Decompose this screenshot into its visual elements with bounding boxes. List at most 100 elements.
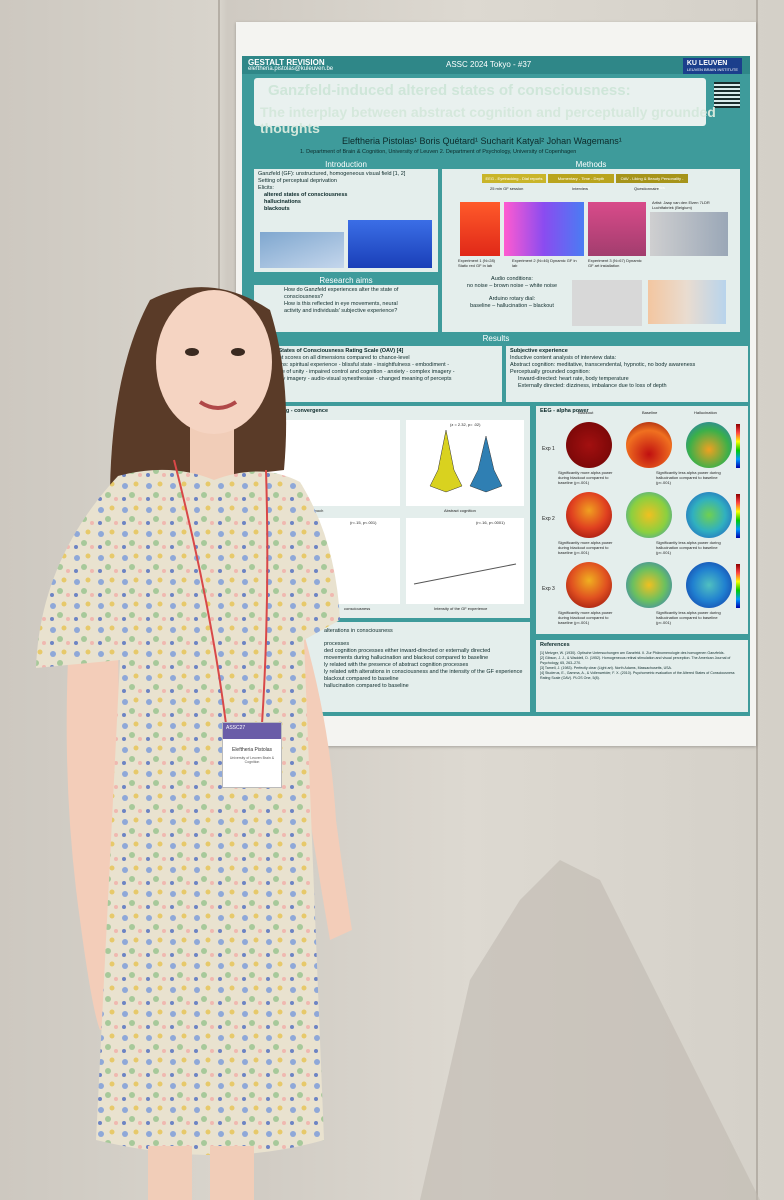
conclusion-line: ly related with alterations in conscious… — [324, 669, 523, 675]
poster-header-center: ASSC 2024 Tokyo - #37 — [446, 60, 532, 69]
poster-content: GESTALT REVISION eleftheria.pistolas@kul… — [242, 56, 750, 716]
subjective-heading: Subjective experience — [510, 348, 568, 354]
method-step: OAV - Liking & Beauty Personality - Demo… — [616, 174, 688, 190]
method-step-label: Questionnaire — [634, 186, 659, 191]
subjective-line: Inductive content analysis of interview … — [510, 355, 617, 361]
reference-item: [1] Metzger, W. (1930). Optische Untersu… — [540, 651, 725, 655]
violin-abstract-yes — [469, 435, 503, 493]
eeg-topomap — [686, 492, 732, 538]
method-step: EEG - Eyetracking - Dial reports — [482, 174, 546, 183]
dial-heading: Arduino rotary dial: — [488, 296, 536, 302]
oav-line: experience of unity - impaired control a… — [258, 369, 455, 375]
stat-label: (r=.16, p<.0001) — [476, 520, 505, 525]
eeg-topomap — [626, 422, 672, 468]
eeg-heading: EEG - alpha power — [540, 408, 589, 414]
right-leg — [210, 1146, 254, 1200]
introduction-heading: Introduction — [254, 160, 438, 169]
eyetracking-heading: Eyetracking - convergence — [258, 408, 329, 414]
left-arm — [66, 620, 126, 1030]
eeg-note: Significantly more alpha power during bl… — [558, 610, 613, 625]
intro-line3: Elicits: — [258, 185, 274, 191]
research-aims-line1: How do Ganzfeld experiences alter the st… — [284, 287, 399, 300]
intro-bullet: blackouts — [264, 206, 290, 212]
references-heading: References — [540, 642, 570, 648]
eeg-topomap — [686, 422, 732, 468]
experiment-caption: Experiment 1 (N=28) Static red GF in lab — [458, 258, 496, 268]
violin-abstract-no — [429, 429, 463, 493]
eeg-topomap — [566, 562, 612, 608]
poster-title-line2: The interplay between abstract cognition… — [260, 104, 716, 136]
intro-bullet: hallucinations — [264, 199, 301, 205]
eeg-topomap — [626, 492, 672, 538]
experiment3-photo — [588, 202, 646, 256]
reference-item: [3] Tarnell, J. (1983). Perfectly clear … — [540, 666, 672, 670]
conclusion-line: processes — [324, 641, 350, 647]
logo-sub: LEUVEN BRAIN INSTITUTE — [686, 67, 738, 72]
experiment-caption: Experiment 3 (N=67) Dynamic GF art insta… — [588, 258, 642, 268]
wall-seam-right — [756, 0, 758, 1200]
poster-authors: Eleftheria Pistolas¹ Boris Quétard¹ Such… — [342, 136, 622, 146]
subjective-line: Perceptually grounded cognition: — [510, 369, 591, 375]
eeg-colorbar — [736, 564, 740, 608]
badge-name: Eleftheria Pistolas — [231, 747, 273, 753]
conclusion-line: movements during hallucination and black… — [324, 655, 489, 661]
light-art-photo — [348, 220, 432, 268]
eeg-note: Significantly more alpha power during bl… — [558, 540, 613, 555]
eeg-row-label: Exp 3 — [542, 586, 555, 592]
eeg-topomap — [566, 492, 612, 538]
intro-bullet: altered states of consciousness — [264, 192, 348, 198]
subjective-line: Abstract cognition: meditative, transcen… — [510, 362, 696, 368]
oav-heading: Altered States of Consciousness Rating S… — [258, 348, 404, 354]
conclusion-line: blackout compared to baseline — [324, 676, 399, 682]
subjective-line: Inward-directed: heart rate, body temper… — [518, 376, 629, 382]
poster-header-email: eleftheria.pistolas@kuleuven.be — [248, 66, 334, 72]
eyetracking-panel: Eyetracking - convergence (z = 2.32, p= … — [254, 406, 530, 618]
rotary-dial-photo — [572, 280, 642, 326]
poster-affiliations: 1. Department of Brain & Cognition, Univ… — [300, 149, 577, 155]
convergence-epoch-plot — [260, 420, 400, 506]
audio-conditions: no noise – brown noise – white noise — [466, 283, 558, 289]
ku-leuven-logo: KU LEUVEN LEUVEN BRAIN INSTITUTE — [682, 58, 742, 74]
oav-panel: Altered States of Consciousness Rating S… — [254, 346, 502, 402]
eeg-topomap — [566, 422, 612, 468]
reference-item: [4] Studerus, E., Gamma, A., & Vollenwei… — [540, 671, 735, 680]
poster-title-box — [254, 78, 706, 126]
stat-label: (z = 2.32, p= .02) — [450, 422, 481, 427]
introduction-panel: Introduction Ganzfeld (GF): unstructured… — [254, 160, 438, 272]
eeg-panel: EEG - alpha power Blackout Baseline Hall… — [536, 406, 748, 634]
poster-header-left: GESTALT REVISION — [248, 58, 325, 67]
research-poster: GESTALT REVISION eleftheria.pistolas@kul… — [236, 22, 756, 746]
eeg-colorbar — [736, 424, 740, 468]
poster-header-bar: GESTALT REVISION eleftheria.pistolas@kul… — [242, 56, 750, 74]
conclusion-line: hallucination compared to baseline — [324, 683, 409, 689]
research-aims-heading: Research aims — [254, 276, 438, 285]
violin-shapes — [429, 429, 503, 493]
qr-code-icon — [714, 82, 740, 108]
dial-conditions: baseline – hallucination – blackout — [470, 303, 554, 309]
conclusion-line: alterations in consciousness — [324, 628, 393, 634]
eeg-row-label: Exp 2 — [542, 516, 555, 522]
research-aims-line2: How is this reflected in eye movements, … — [284, 301, 398, 314]
dial-report-plot — [648, 280, 726, 324]
oav-line: Dimensions: spiritual experience - bliss… — [258, 362, 450, 368]
artist-caption: Artist: Jaap van den Elzen 7LDR Luchtfab… — [652, 200, 710, 210]
eeg-note: Significantly less alpha power during ha… — [656, 610, 721, 625]
subjective-experience-panel: Subjective experience Inductive content … — [506, 346, 748, 402]
eeg-col-label: Hallucination — [694, 410, 717, 415]
methods-heading: Methods — [442, 160, 740, 169]
stat-label: (r=.15, p<.001) — [350, 520, 377, 525]
intro-line1: Ganzfeld (GF): unstructured, homogeneous… — [258, 171, 406, 177]
eeg-note: Significantly more alpha power during bl… — [558, 470, 613, 485]
references-panel: References [1] Metzger, W. (1930). Optis… — [536, 640, 748, 712]
badge-affiliation: University of Leuven Brain & Cognition — [229, 756, 275, 764]
convergence-violin-plot — [406, 420, 524, 506]
eeg-topomap — [626, 562, 672, 608]
art-installation-photo — [650, 212, 728, 256]
wall-seam-left — [218, 0, 220, 1200]
eeg-note: Significantly less alpha power during ha… — [656, 540, 721, 555]
left-leg — [148, 1146, 192, 1200]
experiment1-photo — [460, 202, 500, 256]
audio-heading: Audio conditions: — [491, 276, 533, 282]
neck — [190, 410, 234, 480]
methods-panel: Methods EEG - Eyetracking - Dial reports… — [442, 160, 740, 332]
